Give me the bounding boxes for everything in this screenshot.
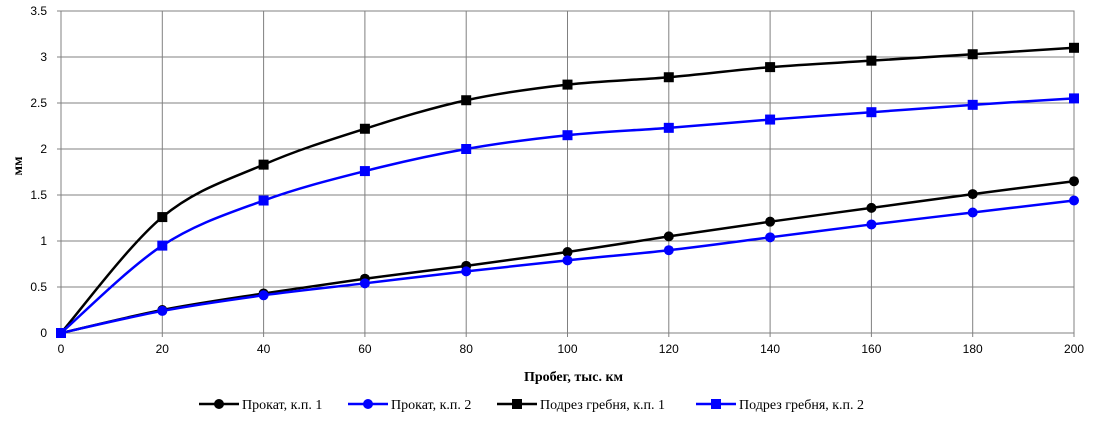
data-point: [359, 166, 370, 177]
data-point: [765, 62, 776, 73]
data-point: [359, 278, 370, 289]
legend-marker: [711, 399, 721, 409]
data-point: [157, 240, 168, 251]
y-tick-label: 0: [40, 326, 47, 340]
data-point: [562, 130, 573, 141]
data-point: [461, 144, 472, 154]
data-point: [1069, 176, 1079, 187]
x-tick-label: 140: [760, 342, 780, 356]
data-point: [866, 55, 877, 66]
legend-marker: [512, 399, 522, 409]
data-point: [765, 114, 776, 125]
data-point: [663, 72, 674, 83]
x-tick-label: 80: [460, 342, 474, 356]
grid-lines: [60, 10, 1075, 334]
x-tick-label: 20: [156, 342, 170, 356]
legend-label: Подрез гребня, к.п. 1: [540, 398, 665, 413]
legend: Прокат, к.п. 1 Прокат, к.п. 2 Подрез гребн…: [199, 398, 864, 413]
y-tick-label: 3.5: [30, 4, 47, 18]
y-axis-title: мм: [11, 156, 26, 176]
x-tick-label: 160: [861, 342, 881, 356]
data-point: [663, 122, 674, 133]
legend-item: Прокат, к.п. 2: [348, 398, 471, 413]
x-tick-label: 200: [1064, 342, 1084, 356]
series-layer: [56, 42, 1079, 338]
data-point: [765, 216, 776, 227]
y-tick-label: 0.5: [30, 280, 47, 294]
data-point: [461, 95, 472, 106]
y-tick-label: 2: [40, 142, 47, 156]
data-point: [1069, 93, 1079, 104]
legend-marker: [214, 399, 224, 409]
y-tick-label: 1.5: [30, 188, 47, 202]
x-tick-label: 100: [557, 342, 577, 356]
data-point: [562, 247, 573, 258]
data-point: [967, 207, 978, 218]
data-point: [866, 219, 877, 230]
x-tick-label: 60: [358, 342, 372, 356]
y-tick-label: 3: [40, 50, 47, 64]
legend-item: Подрез гребня, к.п. 1: [497, 398, 665, 413]
legend-label: Прокат, к.п. 2: [391, 398, 471, 413]
data-point: [562, 255, 573, 266]
y-axis-ticks: 0 0.5 1 1.5 2 2.5 3 3.5: [30, 4, 61, 340]
data-point: [663, 231, 674, 242]
x-tick-label: 120: [659, 342, 679, 356]
data-point: [359, 123, 370, 134]
data-point: [765, 232, 776, 243]
x-axis-title: Пробег, тыс. км: [524, 370, 624, 385]
y-tick-label: 1: [40, 234, 47, 248]
data-point: [258, 159, 269, 170]
data-point: [461, 266, 472, 277]
data-point: [967, 49, 978, 60]
data-point: [967, 99, 978, 110]
data-point: [157, 305, 168, 316]
data-point: [866, 202, 877, 213]
x-axis-ticks: 0 20 40 60 80 100 120 140 160 180 200: [58, 333, 1084, 356]
series-4: [56, 93, 1079, 338]
data-point: [1069, 195, 1079, 206]
legend-marker: [363, 399, 373, 409]
data-point: [157, 212, 168, 223]
data-point: [562, 79, 573, 90]
data-point: [663, 245, 674, 256]
data-point: [258, 290, 269, 301]
data-point: [258, 195, 269, 206]
legend-label: Подрез гребня, к.п. 2: [739, 398, 864, 413]
data-point: [967, 189, 978, 200]
data-point: [1069, 42, 1079, 53]
legend-item: Прокат, к.п. 1: [199, 398, 322, 413]
x-tick-label: 40: [257, 342, 271, 356]
y-tick-label: 2.5: [30, 96, 47, 110]
x-tick-label: 180: [963, 342, 983, 356]
x-tick-label: 0: [58, 342, 65, 356]
data-point: [866, 107, 877, 118]
data-point: [56, 328, 66, 338]
legend-item: Подрез гребня, к.п. 2: [696, 398, 864, 413]
legend-label: Прокат, к.п. 1: [242, 398, 322, 413]
